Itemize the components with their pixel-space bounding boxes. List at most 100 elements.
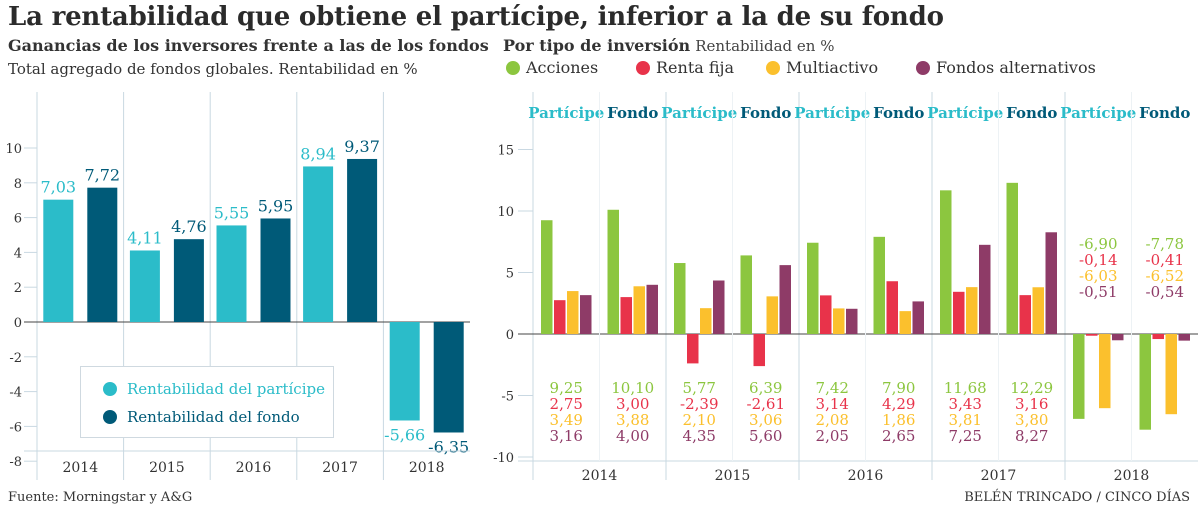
right-value-label: 10,10 xyxy=(611,379,654,397)
left-bar-fondo-2018 xyxy=(433,322,464,433)
left-bar-label: 5,55 xyxy=(214,203,250,222)
right-subtitle: Por tipo de inversión xyxy=(503,36,691,55)
right-value-label: 1,86 xyxy=(882,411,915,429)
legend-dot-renta-fija xyxy=(636,61,650,75)
right-bar-fondo-2014-alternativos xyxy=(646,284,658,334)
legend-multiactivo: Multiactivo xyxy=(766,58,878,77)
left-bar-label: 4,11 xyxy=(127,228,163,247)
right-bar-participe-2015-alternativos xyxy=(713,280,725,334)
left-bar-label: 7,03 xyxy=(40,178,76,197)
left-bar-label: -6,35 xyxy=(428,437,469,456)
legend-label-fondo: Rentabilidad del fondo xyxy=(127,408,300,426)
right-subtitle-block: Por tipo de inversión Rentabilidad en % xyxy=(503,36,835,55)
right-bar-participe-2017-alternativos xyxy=(979,244,991,334)
right-value-label: -6,52 xyxy=(1146,267,1184,285)
right-value-label: 4,35 xyxy=(683,427,716,445)
left-bar-fondo-2014 xyxy=(87,187,118,322)
right-ytick-label: 0 xyxy=(506,328,514,343)
right-bar-participe-2014-multiactivo xyxy=(567,291,579,334)
right-value-label: 8,27 xyxy=(1015,427,1048,445)
legend-label-acciones: Acciones xyxy=(526,58,599,77)
left-bar-fondo-2016 xyxy=(260,218,291,322)
right-bar-participe-2016-multiactivo xyxy=(833,308,845,334)
right-value-label: 2,08 xyxy=(816,411,849,429)
right-note: Rentabilidad en % xyxy=(695,37,835,55)
right-bar-participe-2014-alternativos xyxy=(580,295,592,334)
left-xtick-label: 2017 xyxy=(322,460,358,476)
right-value-label: 4,29 xyxy=(882,395,915,413)
right-bar-participe-2016-renta_fija xyxy=(820,295,832,334)
legend-label-fondos-alternativos: Fondos alternativos xyxy=(936,58,1096,77)
right-bar-participe-2017-renta_fija xyxy=(953,291,965,334)
right-value-label: 9,25 xyxy=(550,379,583,397)
right-bar-fondo-2014-acciones xyxy=(607,209,619,334)
right-value-label: 7,25 xyxy=(949,427,982,445)
right-group-header-fondo: Fondo xyxy=(873,104,924,122)
legend-renta-fija: Renta fija xyxy=(636,58,734,77)
right-bar-participe-2015-multiactivo xyxy=(700,308,712,334)
left-bar-fondo-2015 xyxy=(173,239,204,322)
left-ytick-label: -2 xyxy=(9,351,22,366)
right-value-label: 7,90 xyxy=(882,379,915,397)
right-bar-fondo-2015-renta_fija xyxy=(753,334,765,367)
right-bar-participe-2017-multiactivo xyxy=(966,287,978,334)
left-legend: Rentabilidad del partícipe Rentabilidad … xyxy=(80,366,334,438)
right-bar-participe-2016-acciones xyxy=(807,242,819,334)
left-note: Total agregado de fondos globales. Renta… xyxy=(8,60,418,78)
right-value-label: 2,05 xyxy=(816,427,849,445)
credit-note: BELÉN TRINCADO / CINCO DÍAS xyxy=(964,490,1190,505)
right-bar-fondo-2016-acciones xyxy=(873,236,885,334)
right-ytick-label: 10 xyxy=(497,205,514,220)
right-bar-fondo-2015-multiactivo xyxy=(766,296,778,334)
left-bar-label: -5,66 xyxy=(384,425,425,444)
legend-dot-fondos-alternativos xyxy=(916,61,930,75)
right-xtick-label: 2017 xyxy=(981,468,1017,484)
right-group-header-fondo: Fondo xyxy=(1006,104,1057,122)
right-ytick-label: 15 xyxy=(497,144,514,159)
source-note: Fuente: Morningstar y A&G xyxy=(8,490,193,505)
left-bar-participe-2018 xyxy=(389,322,420,421)
right-value-label: -0,41 xyxy=(1146,251,1184,269)
left-ytick-label: 0 xyxy=(14,316,22,331)
right-value-label: 5,77 xyxy=(683,379,716,397)
legend-dot-participe xyxy=(103,382,117,396)
right-bar-participe-2015-renta_fija xyxy=(687,334,699,364)
right-bar-participe-2014-renta_fija xyxy=(554,300,566,334)
left-ytick-label: 8 xyxy=(14,177,22,192)
right-bar-fondo-2015-alternativos xyxy=(779,265,791,334)
right-bar-fondo-2018-multiactivo xyxy=(1165,334,1177,415)
left-xtick-label: 2014 xyxy=(62,460,98,476)
legend-label-renta-fija: Renta fija xyxy=(656,58,735,77)
right-group-header-fondo: Fondo xyxy=(607,104,658,122)
left-bar-label: 4,76 xyxy=(171,217,207,236)
right-value-label: 3,00 xyxy=(616,395,649,413)
left-bar-label: 8,94 xyxy=(300,144,336,163)
left-ytick-label: 4 xyxy=(14,246,22,261)
right-xtick-label: 2016 xyxy=(848,468,884,484)
right-bar-participe-2018-acciones xyxy=(1073,334,1085,419)
legend-participe: Rentabilidad del partícipe xyxy=(103,380,325,398)
right-value-label: 4,00 xyxy=(616,427,649,445)
right-value-label: -6,90 xyxy=(1079,235,1117,253)
legend-dot-multiactivo xyxy=(766,61,780,75)
legend-fondo: Rentabilidad del fondo xyxy=(103,408,300,426)
right-value-label: 3,43 xyxy=(949,395,982,413)
right-value-label: 3,16 xyxy=(1015,395,1048,413)
left-ytick-label: 6 xyxy=(14,212,22,227)
right-value-label: 3,88 xyxy=(616,411,649,429)
right-bar-fondo-2014-renta_fija xyxy=(620,297,632,334)
right-bar-participe-2018-alternativos xyxy=(1112,334,1124,341)
right-group-header-participe: Partícipe xyxy=(661,104,737,122)
right-value-label: 11,68 xyxy=(944,379,987,397)
right-bar-fondo-2016-alternativos xyxy=(912,301,924,334)
left-xtick-label: 2015 xyxy=(149,460,185,476)
right-value-label: -2,61 xyxy=(747,395,785,413)
right-value-label: 12,29 xyxy=(1010,379,1053,397)
legend-label-multiactivo: Multiactivo xyxy=(786,58,879,77)
right-bar-participe-2018-multiactivo xyxy=(1099,334,1111,409)
left-bar-label: 9,37 xyxy=(344,137,380,156)
right-bar-fondo-2017-multiactivo xyxy=(1032,287,1044,334)
right-bar-participe-2014-acciones xyxy=(541,220,553,334)
left-xtick-label: 2016 xyxy=(236,460,272,476)
